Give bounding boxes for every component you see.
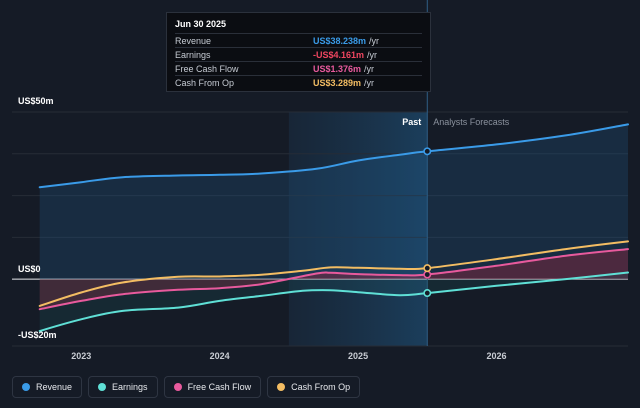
- tooltip-row-value: -US$4.161m: [313, 49, 365, 60]
- x-tick-label: 2025: [348, 351, 368, 361]
- tooltip-row-unit: /yr: [364, 63, 375, 74]
- chart-tooltip: Jun 30 2025 Revenue US$38.238m /yr Earni…: [166, 12, 431, 92]
- y-axis-label-bottom: -US$20m: [18, 330, 57, 340]
- revenue-area: [39, 124, 628, 280]
- free-cash-flow-marker: [423, 270, 432, 279]
- tooltip-row-name: Free Cash Flow: [175, 63, 239, 74]
- tooltip-row-value: US$38.238m: [313, 35, 367, 46]
- y-axis-label-zero: US$0: [18, 264, 41, 274]
- legend-item-earnings[interactable]: Earnings: [88, 376, 158, 398]
- legend-label: Earnings: [112, 382, 148, 392]
- past-label: Past: [402, 117, 421, 127]
- forecast-label: Analysts Forecasts: [433, 117, 510, 127]
- legend-label: Cash From Op: [291, 382, 351, 392]
- tooltip-row-revenue: Revenue US$38.238m /yr: [175, 33, 422, 47]
- tooltip-row-value: US$1.376m: [313, 63, 362, 74]
- legend-dot-icon: [98, 383, 107, 391]
- cash-from-op-marker: [423, 264, 432, 273]
- tooltip-row-free-cash-flow: Free Cash Flow US$1.376m /yr: [175, 61, 422, 75]
- earnings-line: [38, 271, 629, 332]
- chart-legend: Revenue Earnings Free Cash Flow Cash Fro…: [12, 376, 361, 400]
- free-cash-flow-line: [38, 248, 629, 311]
- legend-label: Free Cash Flow: [187, 382, 252, 392]
- tooltip-row-unit: /yr: [367, 49, 378, 60]
- revenue-line: [38, 123, 629, 189]
- tooltip-date: Jun 30 2025: [175, 19, 227, 29]
- past-region: [288, 112, 428, 346]
- legend-dot-icon: [22, 383, 30, 391]
- cash-from-op-line: [38, 240, 629, 307]
- tooltip-row-unit: /yr: [364, 77, 375, 88]
- tooltip-row-name: Revenue: [175, 35, 212, 46]
- tooltip-row-name: Cash From Op: [175, 77, 235, 88]
- earnings-marker: [423, 289, 432, 298]
- legend-label: Revenue: [36, 382, 73, 392]
- legend-item-cash-from-op[interactable]: Cash From Op: [267, 376, 361, 398]
- legend-item-free-cash-flow[interactable]: Free Cash Flow: [163, 376, 262, 398]
- revenue-marker: [423, 147, 432, 156]
- tooltip-row-cash-from-op: Cash From Op US$3.289m /yr: [175, 75, 422, 89]
- y-axis-label-top: US$50m: [18, 96, 54, 106]
- tooltip-row-unit: /yr: [369, 35, 380, 46]
- legend-dot-icon: [277, 383, 286, 391]
- x-tick-label: 2024: [210, 351, 230, 361]
- x-tick-label: 2023: [71, 351, 91, 361]
- tooltip-row-earnings: Earnings -US$4.161m /yr: [175, 47, 422, 61]
- legend-dot-icon: [173, 383, 182, 391]
- tooltip-row-value: US$3.289m: [313, 77, 362, 88]
- x-tick-label: 2026: [486, 351, 506, 361]
- legend-item-revenue[interactable]: Revenue: [12, 376, 83, 398]
- tooltip-row-name: Earnings: [175, 49, 211, 60]
